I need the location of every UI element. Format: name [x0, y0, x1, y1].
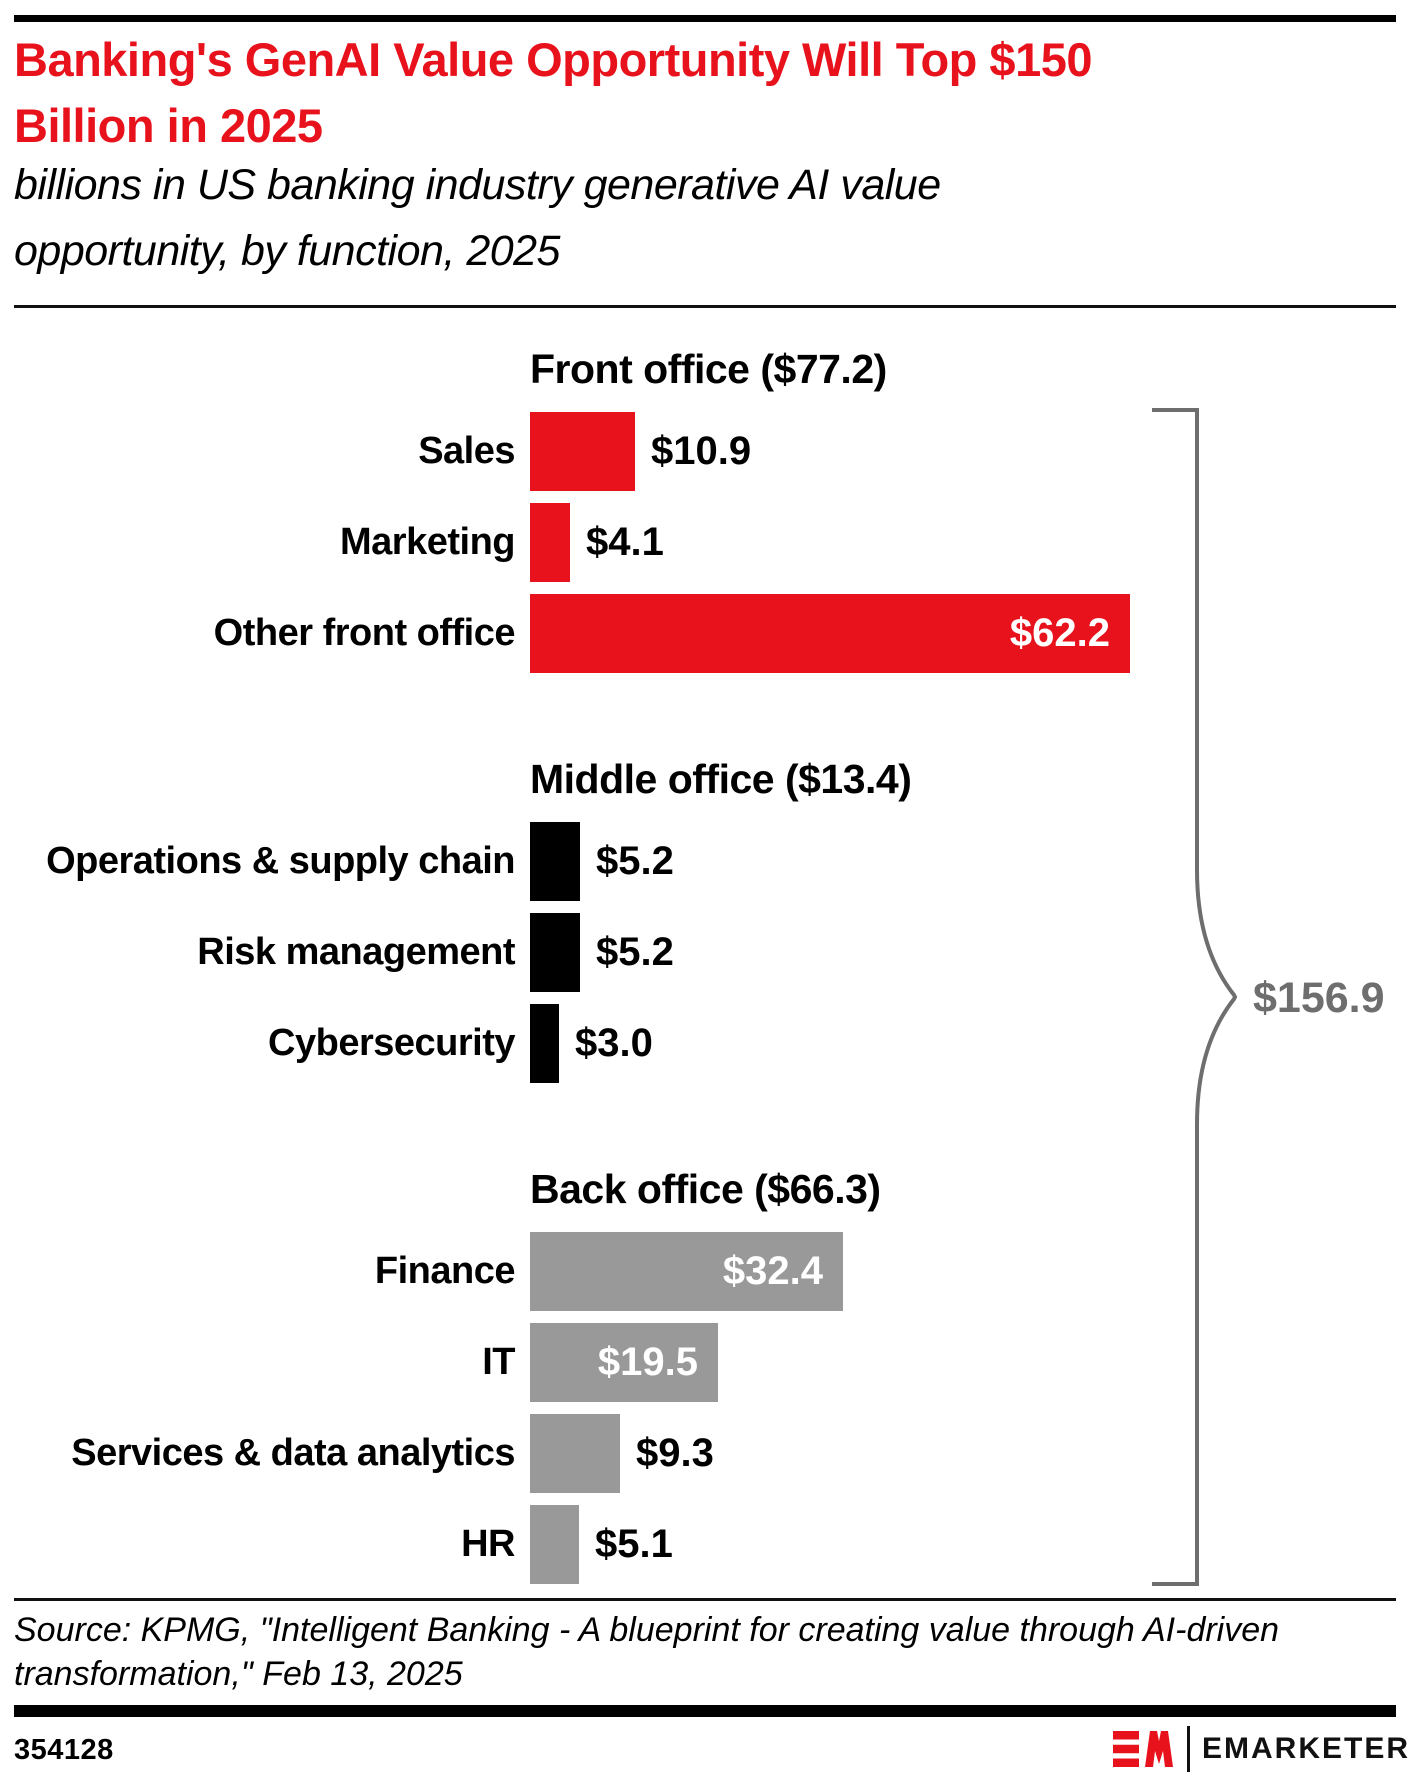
- group-header: Middle office ($13.4): [530, 756, 912, 802]
- bar: [530, 412, 635, 491]
- bar: $19.5: [530, 1323, 718, 1402]
- page-title: Banking's GenAI Value Opportunity Will T…: [14, 27, 1396, 159]
- bar-value: $32.4: [722, 1249, 823, 1293]
- top-bar: [14, 15, 1396, 22]
- bar-value: $3.0: [575, 1021, 653, 1065]
- page-subtitle-line1: billions in US banking industry generati…: [14, 161, 941, 209]
- total-value-label: $156.9: [1253, 974, 1385, 1022]
- bar: $62.2: [530, 594, 1130, 673]
- bar-value: $19.5: [597, 1340, 698, 1384]
- bar-label: Risk management: [197, 931, 515, 973]
- page-subtitle-line2: opportunity, by function, 2025: [14, 227, 560, 275]
- total-brace: [1152, 408, 1238, 1586]
- bar-value: $9.3: [636, 1431, 714, 1475]
- bar-value: $4.1: [586, 520, 664, 564]
- bar-label: Sales: [418, 430, 515, 472]
- bar-label: Marketing: [340, 521, 515, 563]
- source-note-line2: transformation," Feb 13, 2025: [14, 1655, 463, 1693]
- em-logo-mark-icon: [1113, 1731, 1173, 1767]
- group-header: Front office ($77.2): [530, 346, 887, 392]
- bar-label: Finance: [374, 1250, 516, 1292]
- brand-wordmark: EMARKETER: [1202, 1732, 1410, 1765]
- bar-value: $5.2: [596, 839, 674, 883]
- bar-value: $5.2: [596, 930, 674, 974]
- source-note-line1: Source: KPMG, "Intelligent Banking - A b…: [14, 1611, 1280, 1649]
- header-divider-rule: [14, 305, 1396, 308]
- source-note: Source: KPMG, "Intelligent Banking - A b…: [14, 1608, 1396, 1696]
- bar-label: Cybersecurity: [268, 1022, 515, 1064]
- bar: [530, 503, 570, 582]
- page-subtitle: billions in US banking industry generati…: [14, 152, 1396, 284]
- bar-value: $5.1: [595, 1522, 673, 1566]
- bar: [530, 1004, 559, 1083]
- bar-label: Services & data analytics: [71, 1432, 515, 1474]
- bar-label: Other front office: [213, 612, 516, 654]
- bar-label: Operations & supply chain: [46, 840, 515, 882]
- page-title-line2: Billion in 2025: [14, 99, 323, 152]
- logo-divider: [1187, 1726, 1190, 1772]
- emarketer-logo: EMARKETER: [1113, 1726, 1410, 1772]
- bar: $32.4: [530, 1232, 843, 1311]
- source-divider-rule: [14, 1598, 1396, 1601]
- bar: [530, 1505, 579, 1584]
- bar-label: IT: [482, 1341, 515, 1383]
- bar-value: $10.9: [651, 429, 752, 473]
- group-header: Back office ($66.3): [530, 1166, 881, 1212]
- bar-value: $62.2: [1009, 611, 1110, 655]
- chart-number: 354128: [14, 1734, 114, 1766]
- bar: [530, 1414, 620, 1493]
- page-title-line1: Banking's GenAI Value Opportunity Will T…: [14, 33, 1093, 86]
- bar: [530, 822, 580, 901]
- bar-label: HR: [461, 1523, 515, 1565]
- bottom-bar: [14, 1705, 1396, 1717]
- bar: [530, 913, 580, 992]
